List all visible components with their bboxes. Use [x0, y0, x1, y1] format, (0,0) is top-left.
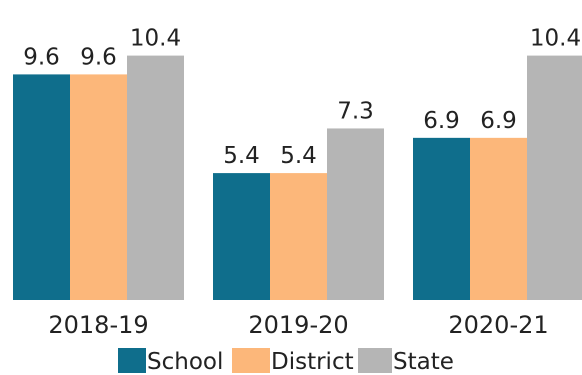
value-label-district-2018-19: 9.6 — [80, 44, 117, 70]
legend-label-school: School — [147, 349, 223, 375]
value-label-school-2020-21: 6.9 — [423, 108, 460, 134]
value-label-state-2019-20: 7.3 — [337, 98, 374, 124]
category-label-2018-19: 2018-19 — [48, 311, 148, 339]
bar-district-2020-21 — [470, 137, 527, 300]
value-label-district-2020-21: 6.9 — [480, 108, 517, 134]
legend-label-district: District — [271, 349, 354, 375]
category-label-2020-21: 2020-21 — [448, 311, 548, 339]
value-label-school-2019-20: 5.4 — [223, 143, 260, 169]
legend-swatch-district — [232, 348, 270, 373]
bar-district-2018-19 — [70, 74, 127, 301]
bar-school-2018-19 — [13, 74, 70, 301]
legend: School District State — [118, 348, 454, 375]
value-labels-group: 9.6 9.6 10.4 5.4 5.4 7.3 6.9 6.9 10.4 — [23, 26, 581, 170]
value-label-state-2020-21: 10.4 — [530, 26, 581, 52]
value-label-district-2019-20: 5.4 — [280, 143, 317, 169]
value-label-state-2018-19: 10.4 — [130, 26, 181, 52]
bar-school-2020-21 — [413, 137, 470, 300]
bar-state-2018-19 — [127, 55, 184, 300]
bars-group — [13, 55, 582, 301]
legend-swatch-school — [118, 348, 146, 373]
bar-school-2019-20 — [213, 173, 270, 300]
bar-state-2020-21 — [527, 55, 582, 300]
value-label-school-2018-19: 9.6 — [23, 44, 60, 70]
category-label-2019-20: 2019-20 — [248, 311, 348, 339]
legend-label-state: State — [393, 349, 454, 375]
legend-swatch-state — [358, 348, 392, 373]
category-labels-group: 2018-19 2019-20 2020-21 — [48, 311, 548, 339]
bar-district-2019-20 — [270, 173, 327, 300]
bar-state-2019-20 — [327, 128, 384, 300]
